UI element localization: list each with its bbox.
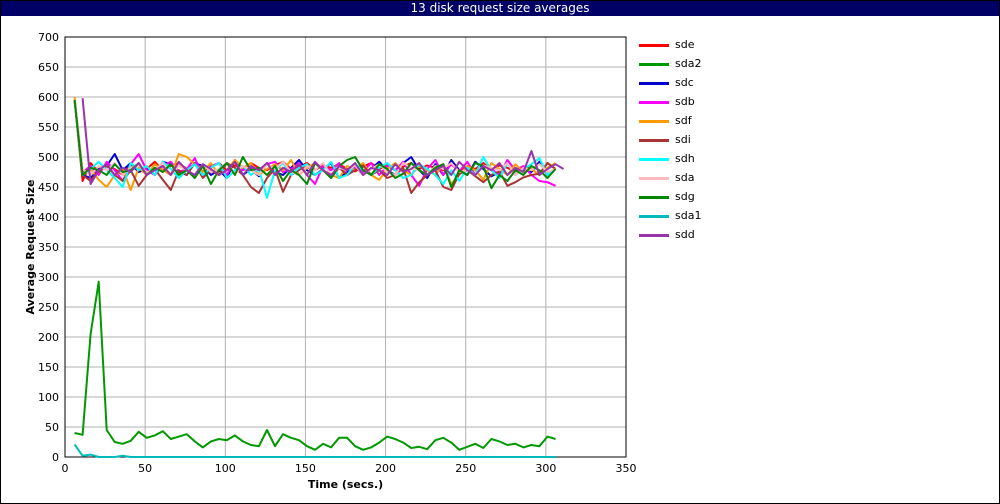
x-tick-label: 150: [295, 462, 316, 475]
y-tick-label: 150: [38, 361, 59, 374]
x-tick-label: 100: [215, 462, 236, 475]
series-line-sda2: [74, 280, 556, 451]
legend-label: sda: [675, 171, 695, 184]
legend-item-sdh: sdh: [631, 151, 751, 170]
legend-label: sde: [675, 38, 695, 51]
line-chart: 0501001502002503003504004505005506006507…: [24, 31, 637, 491]
legend-label: sdc: [675, 76, 694, 89]
y-tick-label: 350: [38, 241, 59, 254]
legend-swatch: [639, 158, 669, 161]
y-tick-label: 700: [38, 31, 59, 44]
x-tick-label: 200: [375, 462, 396, 475]
chart-title: 13 disk request size averages: [1, 1, 999, 16]
legend-item-sdi: sdi: [631, 132, 751, 151]
legend-swatch: [639, 63, 669, 66]
legend-item-sdd: sdd: [631, 227, 751, 246]
y-tick-label: 0: [52, 451, 59, 464]
legend-label: sdf: [675, 114, 692, 127]
x-tick-label: 300: [535, 462, 556, 475]
y-tick-label: 200: [38, 331, 59, 344]
y-tick-label: 600: [38, 91, 59, 104]
legend-swatch: [639, 177, 669, 180]
legend-item-sdc: sdc: [631, 75, 751, 94]
y-tick-label: 500: [38, 151, 59, 164]
legend-item-sdb: sdb: [631, 94, 751, 113]
x-tick-label: 50: [138, 462, 152, 475]
legend-swatch: [639, 215, 669, 218]
series-line-sda1: [73, 443, 556, 458]
legend-swatch: [639, 101, 669, 104]
y-tick-label: 50: [45, 421, 59, 434]
x-tick-label: 250: [455, 462, 476, 475]
legend-label: sdg: [675, 190, 695, 203]
y-tick-label: 400: [38, 211, 59, 224]
series-line-sdd: [81, 98, 565, 185]
x-tick-label: 350: [616, 462, 637, 475]
legend-label: sdd: [675, 228, 695, 241]
y-tick-label: 250: [38, 301, 59, 314]
y-axis-label: Average Request Size: [24, 179, 37, 314]
y-tick-label: 100: [38, 391, 59, 404]
legend-item-sda1: sda1: [631, 208, 751, 227]
x-axis-label: Time (secs.): [308, 478, 383, 491]
legend-swatch: [639, 234, 669, 237]
legend-swatch: [639, 196, 669, 199]
legend-label: sda1: [675, 209, 702, 222]
legend-swatch: [639, 82, 669, 85]
legend-swatch: [639, 120, 669, 123]
legend-label: sdi: [675, 133, 691, 146]
legend-item-sda: sda: [631, 170, 751, 189]
legend: sde sda2 sdc sdb sdf sdi sdh sda sdg sda1 sdd: [631, 37, 751, 246]
legend-item-sdf: sdf: [631, 113, 751, 132]
legend-item-sdg: sdg: [631, 189, 751, 208]
legend-label: sdh: [675, 152, 695, 165]
y-tick-label: 450: [38, 181, 59, 194]
y-tick-label: 650: [38, 61, 59, 74]
legend-label: sdb: [675, 95, 695, 108]
legend-swatch: [639, 139, 669, 142]
legend-item-sda2: sda2: [631, 56, 751, 75]
legend-swatch: [639, 44, 669, 47]
y-tick-label: 550: [38, 121, 59, 134]
x-tick-label: 0: [62, 462, 69, 475]
y-tick-label: 300: [38, 271, 59, 284]
legend-item-sde: sde: [631, 37, 751, 56]
legend-label: sda2: [675, 57, 702, 70]
